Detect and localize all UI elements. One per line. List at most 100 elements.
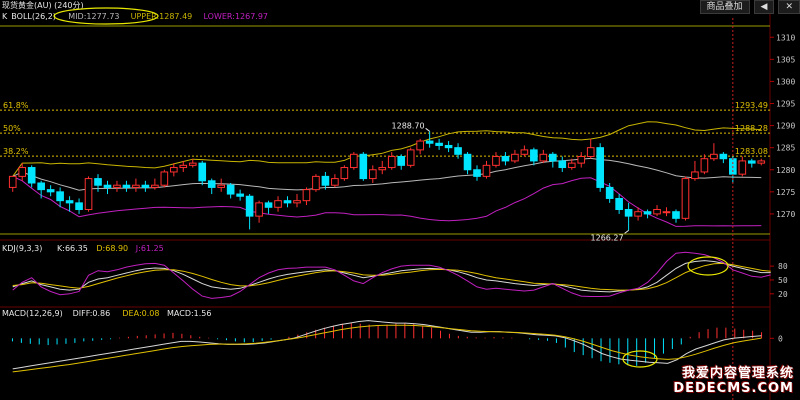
close-icon[interactable]: ✕	[778, 0, 800, 14]
bull-candle[interactable]	[681, 178, 690, 219]
bull-candle[interactable]	[567, 162, 576, 169]
bull-candle[interactable]	[312, 175, 320, 191]
kdj-d-label: D:68.90	[96, 244, 128, 253]
bull-candle[interactable]	[577, 156, 586, 164]
fib-level-label: 38.2%	[3, 147, 29, 156]
bull-candle[interactable]	[378, 167, 387, 171]
bull-candle[interactable]	[482, 164, 491, 177]
y-tick-label: 1270	[776, 210, 795, 219]
bull-candle[interactable]	[757, 160, 766, 164]
bull-candle[interactable]	[368, 169, 377, 180]
bull-candle[interactable]	[492, 156, 500, 166]
prev-icon[interactable]: ◀	[753, 0, 775, 14]
bear-candle[interactable]	[94, 178, 102, 186]
bear-candle[interactable]	[719, 153, 728, 160]
bear-candle[interactable]	[264, 202, 273, 208]
bear-candle[interactable]	[56, 191, 64, 202]
bear-candle[interactable]	[27, 167, 36, 184]
kdj-k-label: K:66.35	[57, 244, 88, 253]
macd-dea-line	[12, 324, 762, 373]
bull-candle[interactable]	[691, 171, 699, 180]
bear-candle[interactable]	[672, 211, 680, 219]
y-tick-label: 1280	[776, 166, 795, 175]
bear-candle[interactable]	[321, 175, 330, 186]
bear-candle[interactable]	[643, 211, 652, 215]
bull-candle[interactable]	[8, 175, 17, 188]
bear-candle[interactable]	[245, 195, 254, 217]
bull-candle[interactable]	[84, 178, 93, 210]
bear-candle[interactable]	[141, 184, 150, 188]
bull-candle[interactable]	[653, 209, 661, 215]
bear-candle[interactable]	[65, 200, 74, 204]
bear-candle[interactable]	[463, 153, 472, 171]
bear-candle[interactable]	[226, 184, 235, 195]
bull-candle[interactable]	[586, 147, 595, 158]
bear-candle[interactable]	[624, 209, 633, 217]
bull-candle[interactable]	[738, 160, 747, 175]
bull-candle[interactable]	[634, 211, 642, 217]
bear-candle[interactable]	[283, 200, 292, 204]
bull-candle[interactable]	[406, 149, 415, 166]
bear-candle[interactable]	[605, 186, 614, 199]
kdj-k-line	[12, 260, 771, 293]
overlay-button[interactable]: 商品叠加	[699, 0, 750, 14]
mid-label: MID:1277.73	[68, 12, 119, 21]
bull-candle[interactable]	[520, 149, 529, 155]
bear-candle[interactable]	[558, 160, 567, 169]
bear-candle[interactable]	[425, 140, 434, 144]
bear-candle[interactable]	[103, 184, 112, 188]
price-annotation: 1266.27	[591, 233, 624, 242]
bear-candle[interactable]	[548, 153, 557, 162]
bear-candle[interactable]	[596, 147, 605, 188]
bear-candle[interactable]	[444, 144, 453, 149]
annotation-pointer	[624, 229, 629, 234]
bear-candle[interactable]	[615, 197, 623, 210]
bear-candle[interactable]	[397, 156, 406, 166]
macd-dea-label: DEA:0.08	[122, 309, 159, 318]
bull-candle[interactable]	[662, 211, 671, 214]
bull-candle[interactable]	[169, 167, 178, 173]
boll-label: BOLL(26,2)	[11, 12, 56, 21]
kdj-j-line	[12, 251, 771, 299]
bull-candle[interactable]	[274, 200, 282, 208]
bull-candle[interactable]	[151, 184, 159, 188]
bull-candle[interactable]	[113, 184, 121, 188]
bear-candle[interactable]	[454, 147, 462, 155]
bear-candle[interactable]	[359, 153, 368, 180]
bear-candle[interactable]	[435, 142, 443, 146]
bear-candle[interactable]	[37, 182, 45, 191]
bull-candle[interactable]	[710, 153, 718, 160]
y-tick-label: 1300	[776, 77, 795, 86]
bull-candle[interactable]	[340, 167, 349, 180]
bull-candle[interactable]	[331, 178, 339, 186]
bull-candle[interactable]	[350, 153, 358, 169]
bull-candle[interactable]	[217, 184, 226, 188]
bull-candle[interactable]	[700, 158, 709, 173]
bear-candle[interactable]	[530, 149, 538, 162]
bull-candle[interactable]	[179, 164, 188, 169]
bull-candle[interactable]	[293, 200, 301, 204]
bear-candle[interactable]	[747, 160, 756, 164]
bear-candle[interactable]	[473, 169, 481, 177]
bull-candle[interactable]	[160, 171, 169, 186]
k-label: K	[2, 12, 8, 21]
bull-candle[interactable]	[188, 162, 197, 166]
bear-candle[interactable]	[236, 193, 244, 197]
bull-candle[interactable]	[387, 156, 396, 169]
bull-candle[interactable]	[416, 140, 424, 151]
y-tick-label: 1295	[776, 100, 795, 109]
bull-candle[interactable]	[539, 153, 548, 162]
bull-candle[interactable]	[18, 167, 27, 177]
bull-candle[interactable]	[255, 202, 263, 217]
bear-candle[interactable]	[122, 184, 131, 188]
bull-candle[interactable]	[511, 153, 519, 162]
y-tick-label: 1305	[776, 55, 795, 64]
bear-candle[interactable]	[501, 156, 510, 162]
bear-candle[interactable]	[198, 162, 207, 182]
bear-candle[interactable]	[46, 189, 55, 193]
bull-candle[interactable]	[302, 189, 311, 202]
bull-candle[interactable]	[132, 184, 140, 188]
bear-candle[interactable]	[75, 202, 83, 210]
bear-candle[interactable]	[207, 180, 216, 188]
